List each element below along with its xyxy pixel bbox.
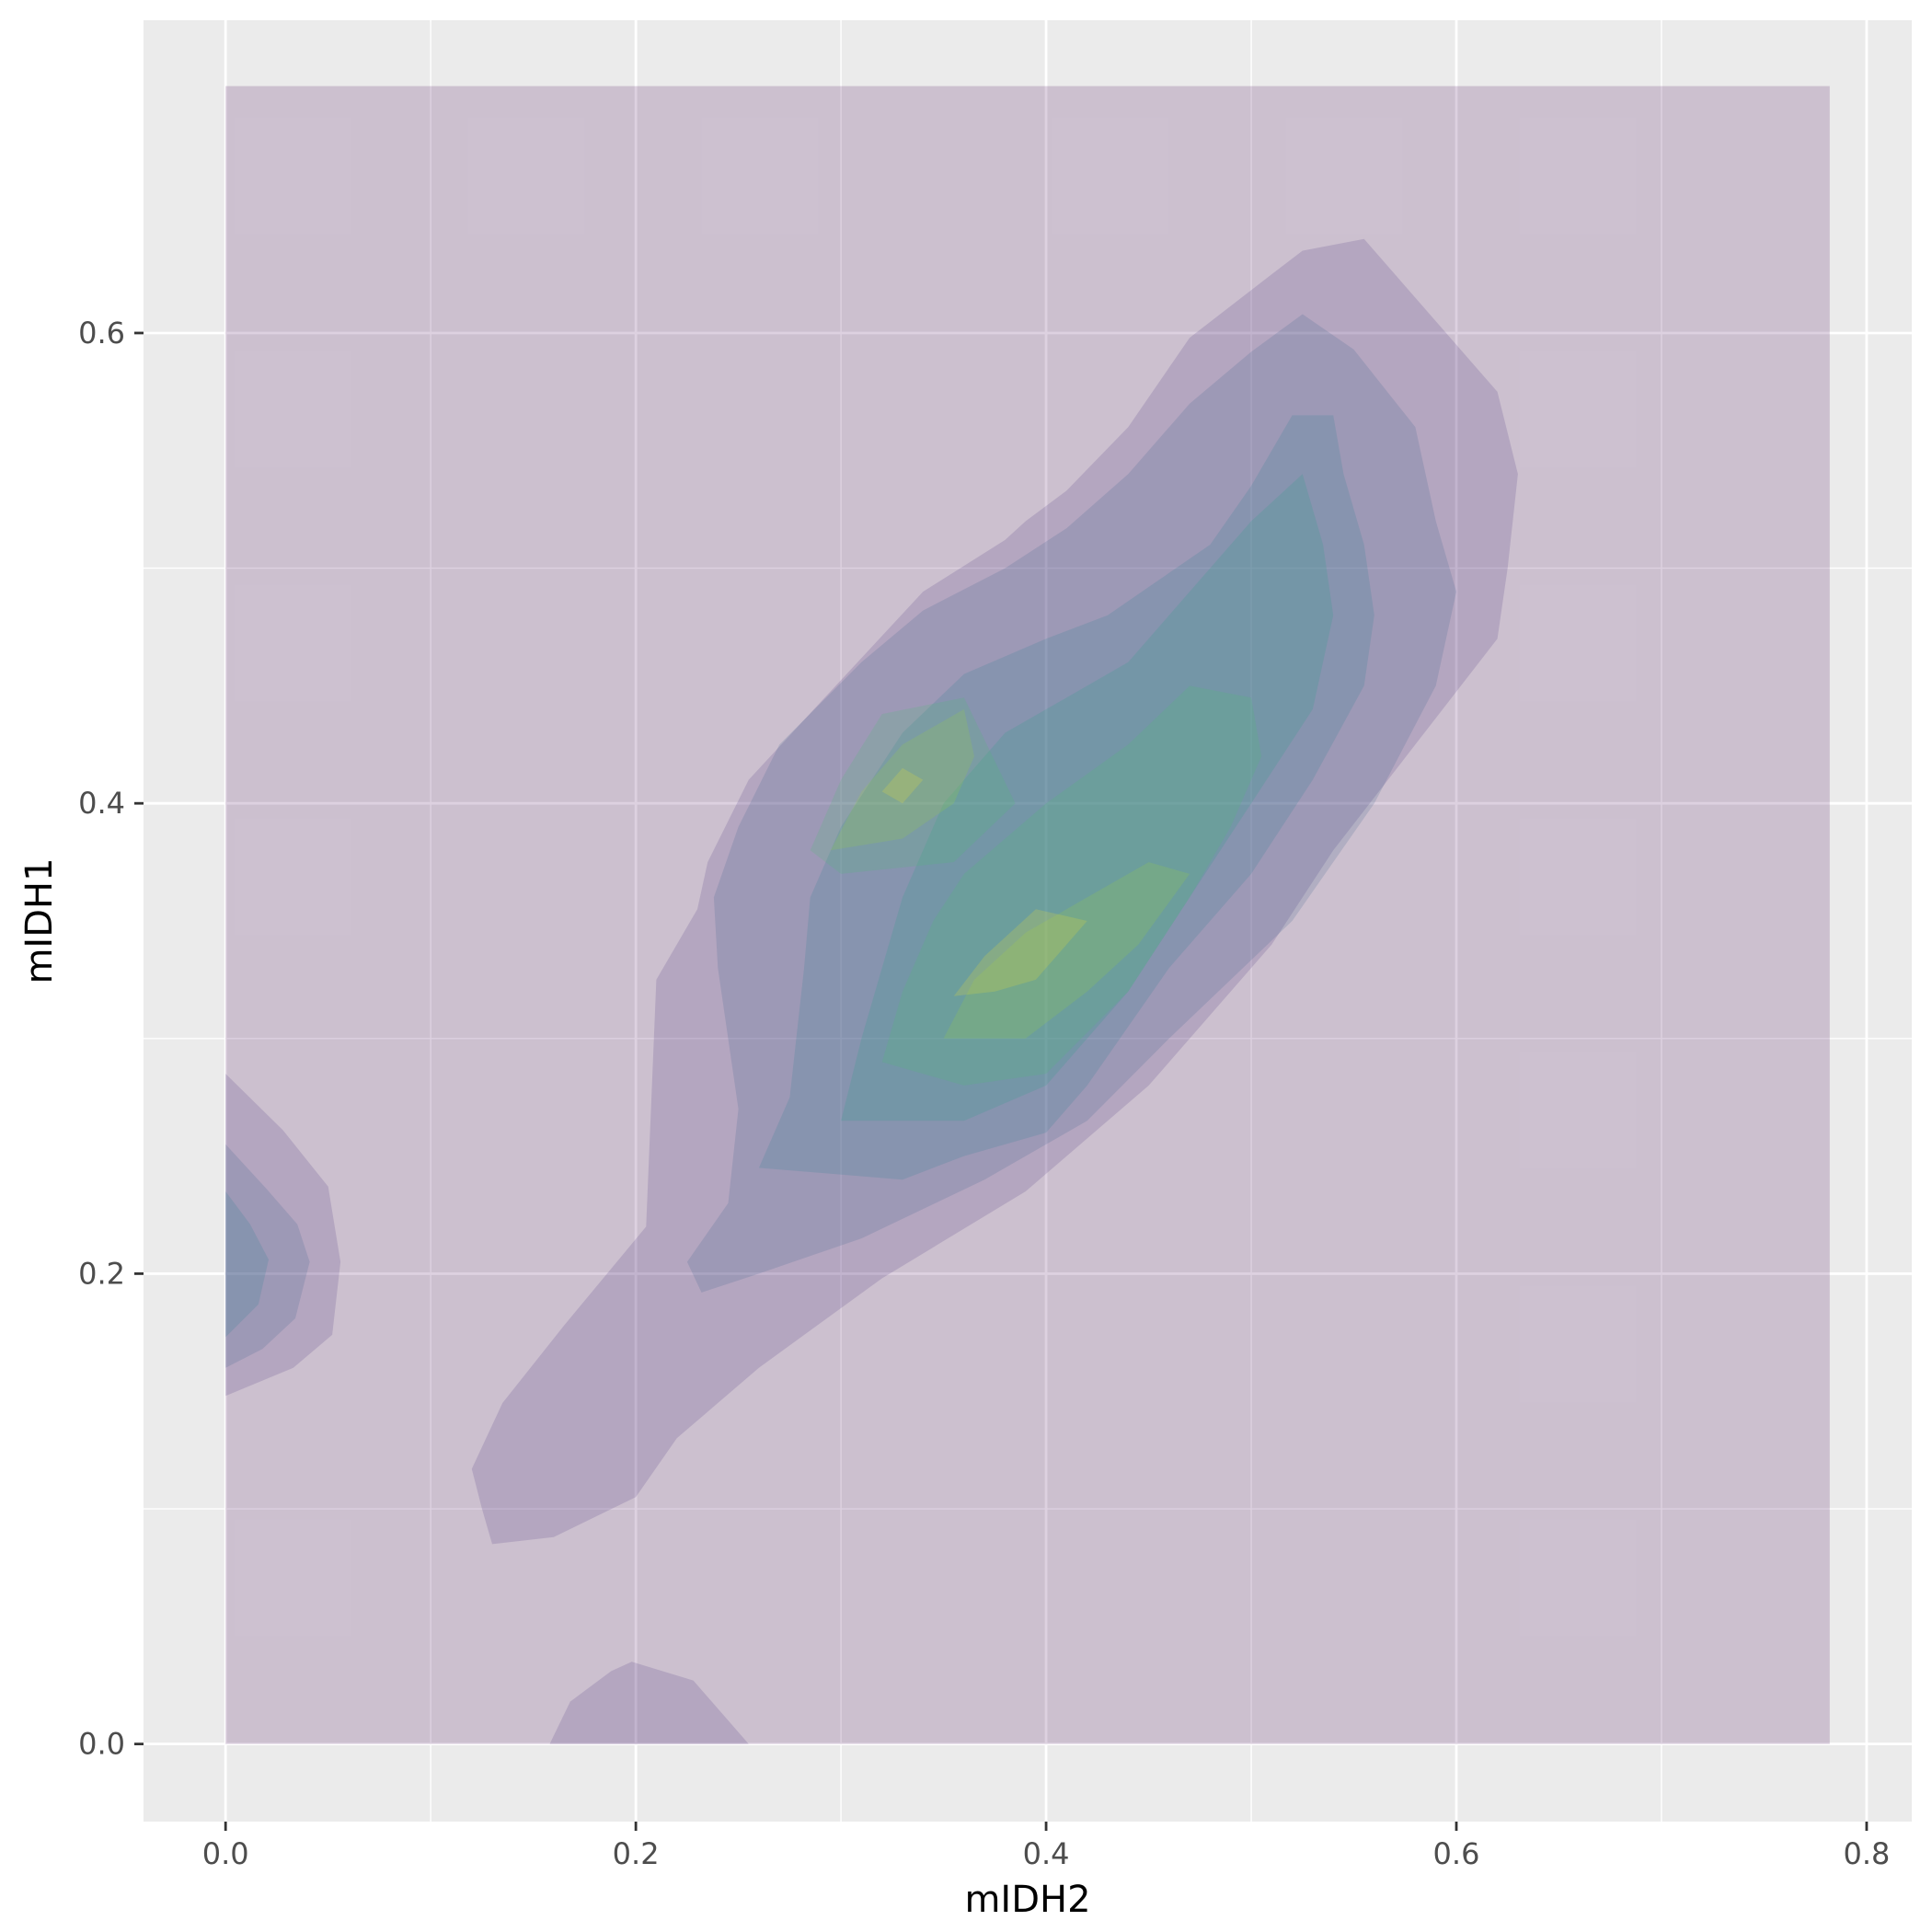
x-axis-title: mIDH2 [964,1879,1090,1921]
density-level-6 [810,697,1016,874]
density-level-8 [881,767,924,804]
density-level-2 [225,1074,341,1397]
x-tick-label: 0.8 [1844,1836,1891,1871]
density-level-4 [758,415,1374,1180]
gridlines [144,20,1912,1822]
y-tick-label: 0.6 [78,316,125,351]
plot-panel [144,20,1912,1822]
density-level-7 [943,862,1190,1039]
density-level-7 [830,708,974,851]
density-level-2 [549,1662,749,1744]
density-level-8 [953,909,1087,996]
density-level-3 [686,314,1456,1293]
density-level-4 [225,1191,269,1338]
x-tick-label: 0.4 [1023,1836,1070,1871]
y-axis-title: mIDH1 [18,857,61,983]
axis-ticks: 0.0 0.2 0.4 0.6 0.8 0.0 0.2 0.4 0.6 [78,316,1890,1871]
density-level-2 [471,238,1518,1545]
density-level-6 [881,685,1262,1086]
y-tick-label: 0.2 [78,1256,125,1291]
density-contours [225,86,1830,1744]
density-level-3 [225,1144,310,1368]
x-tick-label: 0.2 [613,1836,660,1871]
x-tick-label: 0.6 [1433,1836,1480,1871]
density-level-5 [841,474,1334,1121]
x-tick-label: 0.0 [202,1836,249,1871]
density-level-1 [225,86,1830,1744]
y-tick-label: 0.4 [78,786,125,821]
y-tick-label: 0.0 [78,1727,125,1762]
